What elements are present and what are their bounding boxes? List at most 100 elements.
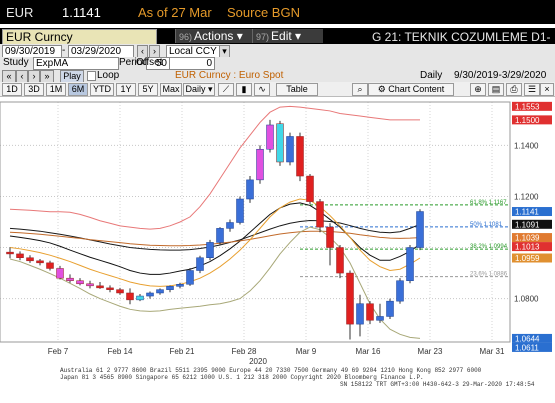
price-tag bbox=[512, 342, 552, 352]
actions-menu-button[interactable]: 96) Actions ▾ bbox=[175, 29, 266, 43]
candle-body bbox=[46, 262, 54, 269]
price-tag-label: 1.1013 bbox=[515, 243, 540, 252]
range-1y-button[interactable]: 1Y bbox=[116, 83, 136, 96]
close-icon[interactable]: × bbox=[540, 83, 554, 96]
top-quote-bar: EUR 1.1141 As of 27 Mar Source BGN bbox=[0, 0, 555, 24]
candle-body bbox=[226, 222, 234, 229]
price-tag bbox=[512, 242, 552, 252]
price-tag-label: 1.0611 bbox=[515, 343, 539, 352]
footer-contacts-2: Japan 81 3 4565 8900 Singapore 65 6212 1… bbox=[60, 374, 424, 381]
candle-body bbox=[276, 123, 284, 163]
settings-icon[interactable]: ☰ bbox=[524, 83, 540, 96]
range-3d-button[interactable]: 3D bbox=[24, 83, 44, 96]
x-tick-label: Feb 21 bbox=[170, 347, 195, 356]
candle-body bbox=[176, 284, 184, 287]
candle-body bbox=[96, 285, 104, 289]
chevron-right-icon: › bbox=[32, 71, 36, 81]
price-tag bbox=[512, 115, 552, 125]
chevron-down-icon: ▾ bbox=[295, 29, 302, 43]
gear-icon: ⚙ bbox=[377, 84, 386, 94]
candle-body bbox=[116, 289, 124, 294]
candle-body bbox=[196, 257, 204, 271]
edit-menu-button[interactable]: 97) Edit ▾ bbox=[252, 29, 323, 43]
loop-checkbox[interactable] bbox=[87, 71, 96, 81]
price-tag-label: 1.0644 bbox=[515, 334, 540, 343]
indicator-icon[interactable]: ∿ bbox=[254, 83, 270, 96]
price-tag bbox=[512, 333, 552, 343]
indicator-line bbox=[9, 105, 420, 230]
price-tag-label: 1.1039 bbox=[515, 234, 540, 243]
table-button[interactable]: Table bbox=[276, 83, 318, 96]
date-range-label: 9/30/2019-3/29/2020 bbox=[454, 70, 547, 81]
candle-body bbox=[386, 300, 394, 317]
offset-field[interactable]: 0 bbox=[169, 57, 215, 70]
candle-body bbox=[406, 247, 414, 281]
study-row: Study ExpMA Period 50 bbox=[0, 57, 555, 70]
range-ytd-button[interactable]: YTD bbox=[90, 83, 114, 96]
price-tag bbox=[512, 219, 552, 229]
edit-label: Edit bbox=[271, 29, 292, 43]
price-tag bbox=[512, 253, 552, 263]
candle-body bbox=[36, 260, 44, 264]
zoom-icon[interactable]: ⌕ bbox=[352, 83, 368, 96]
pin-icon[interactable]: ⊕ bbox=[470, 83, 486, 96]
offset-label: Offset bbox=[136, 57, 163, 68]
price-tag bbox=[512, 207, 552, 217]
fib-level-label: 50% 1.1081 bbox=[470, 222, 503, 228]
loop-label: Loop bbox=[97, 70, 120, 81]
frequency-value: Daily bbox=[185, 84, 206, 94]
candle-body bbox=[326, 226, 334, 248]
candle-body bbox=[236, 198, 244, 223]
study-select[interactable]: ExpMA bbox=[33, 57, 119, 70]
range-1m-button[interactable]: 1M bbox=[46, 83, 66, 96]
candle-body bbox=[16, 253, 24, 258]
y-tick-label: 1.1400 bbox=[514, 141, 539, 150]
playback-row: Offset 0 « ‹ › » Play Loop EUR Curncy : … bbox=[0, 57, 555, 83]
candle-body bbox=[166, 286, 174, 290]
actions-label: Actions bbox=[194, 29, 234, 43]
line-chart-icon[interactable]: ⟋ bbox=[218, 83, 234, 96]
indicator-line bbox=[9, 226, 421, 339]
study-label: Study bbox=[3, 57, 29, 68]
frequency-label: Daily bbox=[420, 70, 443, 81]
range-6m-button[interactable]: 6M bbox=[68, 83, 88, 96]
range-5y-button[interactable]: 5Y bbox=[138, 83, 158, 96]
candle-body bbox=[306, 175, 314, 202]
save-icon[interactable]: ▤ bbox=[488, 83, 504, 96]
security-input[interactable]: EUR Curncy bbox=[2, 29, 157, 45]
candle-body bbox=[416, 211, 424, 248]
frequency-select[interactable]: Daily ▾ bbox=[183, 83, 215, 96]
x-tick-label: Mar 31 bbox=[480, 347, 505, 356]
date-separator: - bbox=[62, 45, 66, 56]
candle-body bbox=[86, 283, 94, 287]
period-label: Period bbox=[119, 57, 148, 68]
range-max-button[interactable]: Max bbox=[160, 83, 182, 96]
actions-number: 96) bbox=[179, 32, 193, 42]
print-icon[interactable]: ⎙ bbox=[506, 83, 522, 96]
price-tag-label: 1.1141 bbox=[515, 208, 539, 217]
period-field[interactable]: 50 bbox=[146, 57, 170, 70]
x-tick-label: Feb 14 bbox=[108, 347, 133, 356]
plot-border bbox=[0, 101, 511, 343]
candle-body bbox=[216, 228, 224, 243]
candle-body bbox=[56, 268, 64, 279]
footer-contacts-1: Australia 61 2 9777 8600 Brazil 5511 239… bbox=[60, 367, 482, 374]
chart-content-button[interactable]: ⚙ Chart Content bbox=[368, 83, 454, 96]
chevron-left-icon: ‹ bbox=[20, 71, 24, 81]
price-source: Source BGN bbox=[227, 5, 300, 20]
x-tick-label: Mar 9 bbox=[296, 347, 317, 356]
candle-body bbox=[246, 179, 254, 200]
candle-body bbox=[366, 303, 374, 321]
candle-body bbox=[376, 316, 384, 321]
range-1d-button[interactable]: 1D bbox=[2, 83, 22, 96]
chevron-down-icon: ▾ bbox=[222, 46, 227, 56]
fib-level-label: 61.8% 1.1167 bbox=[470, 200, 507, 206]
indicator-line bbox=[9, 198, 421, 287]
candle-body bbox=[336, 247, 344, 274]
currency-value: Local CCY bbox=[169, 46, 217, 57]
indicator-line bbox=[9, 219, 421, 251]
candle-body bbox=[356, 303, 364, 325]
chevron-left-icon: ‹ bbox=[141, 46, 144, 56]
bar-chart-icon[interactable]: ▮ bbox=[236, 83, 252, 96]
